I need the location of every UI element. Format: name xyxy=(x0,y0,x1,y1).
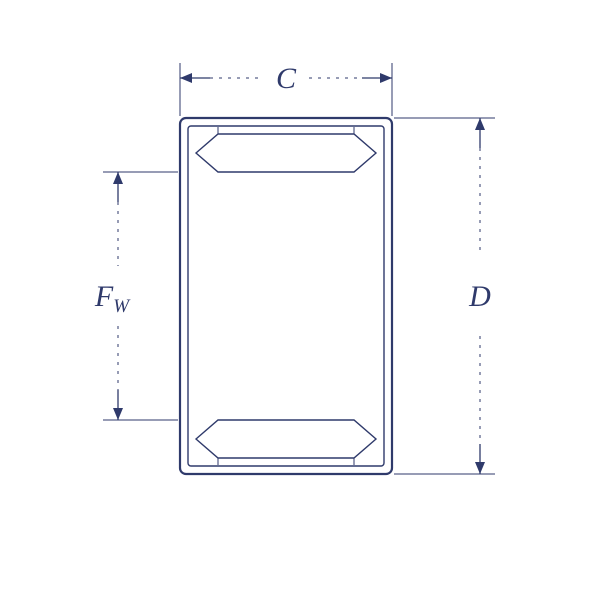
inner-cup xyxy=(188,126,384,466)
roller xyxy=(196,134,376,172)
dim-d-label: D xyxy=(468,280,491,313)
roller xyxy=(196,420,376,458)
dim-c-label: C xyxy=(276,62,297,95)
dim-fw-label: FW xyxy=(94,280,131,317)
